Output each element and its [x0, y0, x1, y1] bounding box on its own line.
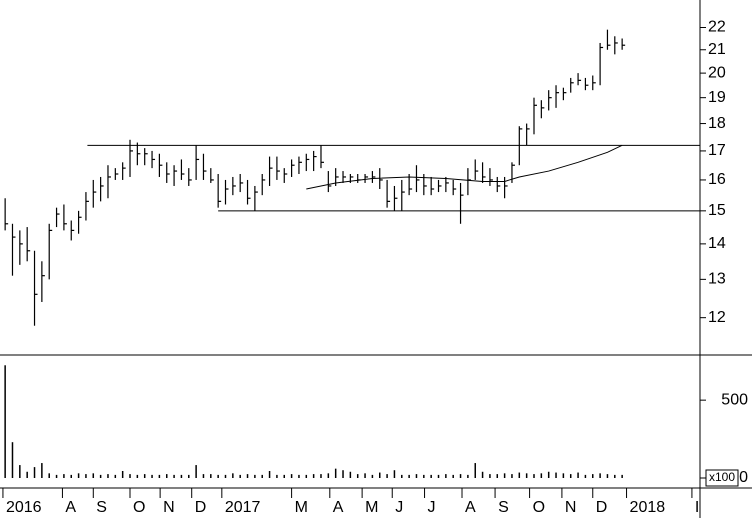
y-tick-label: 17 — [708, 142, 726, 159]
y-tick-label: 21 — [708, 41, 726, 58]
x-tick-label: 2018 — [630, 499, 666, 516]
x-tick-label: A — [65, 499, 76, 516]
y-tick-label: 12 — [708, 309, 726, 326]
x-tick-label: M — [295, 499, 308, 516]
unit-box — [705, 469, 739, 487]
x-tick-label: O — [133, 499, 145, 516]
y-tick-label: 13 — [708, 271, 726, 288]
x-tick-label: D — [195, 499, 207, 516]
y-tick-label: 20 — [708, 64, 726, 81]
y-tick-label: 18 — [708, 115, 726, 132]
moving-average — [306, 144, 623, 190]
x-tick-label: O — [533, 499, 545, 516]
x-tick-label: J — [395, 499, 403, 516]
x-tick-label: N — [565, 499, 577, 516]
x-tick-label: N — [163, 499, 175, 516]
x-tick-label: 2017 — [225, 499, 261, 516]
x-tick-label: 2016 — [6, 499, 42, 516]
volume-y-tick-label: 0 — [739, 469, 748, 486]
y-tick-label: 14 — [708, 235, 726, 252]
x-tick-label: A — [465, 499, 476, 516]
x-tick-label: A — [333, 499, 344, 516]
x-tick-label: M — [365, 499, 378, 516]
unit-label: x100 — [709, 470, 735, 484]
x-tick-label: S — [96, 499, 107, 516]
x-tick-label: I — [695, 499, 699, 516]
volume-y-tick-label: 500 — [721, 391, 748, 408]
y-tick-label: 15 — [708, 202, 726, 219]
y-tick-label: 16 — [708, 171, 726, 188]
x-tick-label: S — [498, 499, 509, 516]
x-tick-label: J — [428, 499, 436, 516]
y-tick-label: 22 — [708, 19, 726, 36]
x-tick-label: D — [596, 499, 608, 516]
y-tick-label: 19 — [708, 89, 726, 106]
